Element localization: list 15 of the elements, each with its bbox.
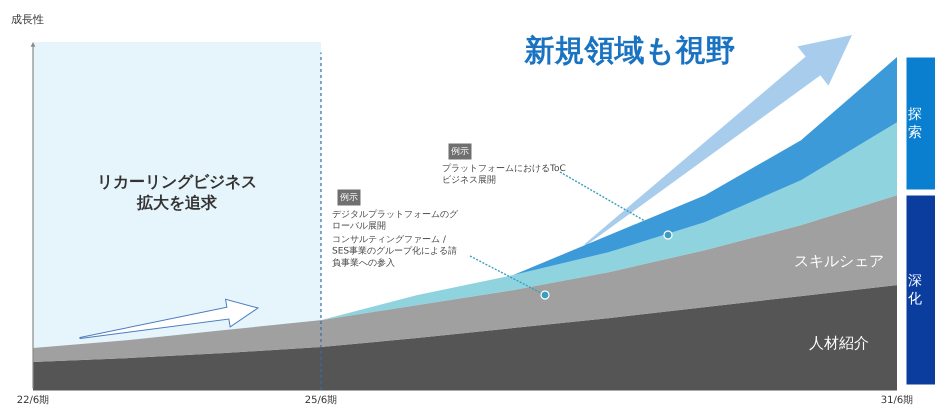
annotation: プラットフォームにおけるToCビジネス展開	[442, 163, 566, 186]
y-axis-title: 成長性	[11, 13, 44, 26]
text: 深化	[908, 272, 922, 308]
annotation: コンサルティングファーム / SES事業のグループ化による請負事業への参入	[332, 234, 458, 268]
annotation: デジタルプラットフォームのグローバル展開	[332, 209, 459, 232]
annotation: 例示	[451, 146, 469, 157]
x-tick-label: 31/6期	[880, 394, 914, 406]
text: 探索	[908, 106, 922, 141]
x-tick-label: 22/6期	[16, 394, 50, 406]
chart-title: 新規領域も視野	[524, 34, 736, 68]
series-label: 人材紹介	[809, 334, 869, 352]
band-label: リカーリングビジネス拡大を追求	[97, 172, 257, 212]
series-label: スキルシェア	[794, 252, 884, 270]
annotation: 例示	[340, 192, 358, 203]
x-tick-label: 25/6期	[304, 394, 338, 406]
